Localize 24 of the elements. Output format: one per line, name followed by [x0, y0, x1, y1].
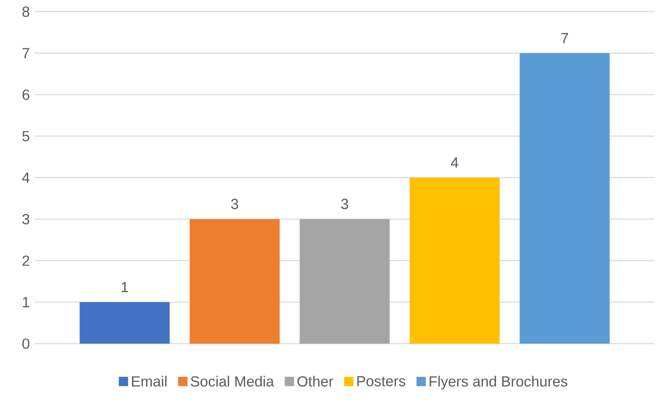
legend-label: Flyers and Brochures: [430, 376, 568, 390]
data-label: 1: [122, 282, 128, 292]
bar: [80, 302, 170, 344]
y-tick-label: 2: [22, 256, 30, 266]
legend-label: Email: [132, 376, 166, 387]
data-label: 7: [561, 33, 568, 44]
y-tick-label: 1: [22, 297, 30, 308]
y-tick-label: 6: [22, 89, 30, 100]
data-label: 4: [450, 158, 458, 168]
y-tick-label: 0: [22, 338, 30, 349]
bar: [300, 219, 390, 344]
legend-label: Posters: [357, 376, 406, 386]
legend-label: Other: [297, 376, 334, 387]
y-tick-label: 7: [22, 48, 30, 58]
y-tick-label: 5: [22, 131, 30, 142]
y-tick-label: 4: [22, 172, 30, 183]
data-label: 3: [231, 198, 238, 210]
y-tick-label: 8: [22, 6, 30, 17]
legend-label: Social Media: [190, 376, 274, 387]
data-label: 3: [341, 198, 348, 210]
bar: [410, 178, 500, 344]
bar: [190, 219, 280, 344]
y-tick-label: 3: [22, 214, 30, 224]
bar: [520, 53, 610, 344]
